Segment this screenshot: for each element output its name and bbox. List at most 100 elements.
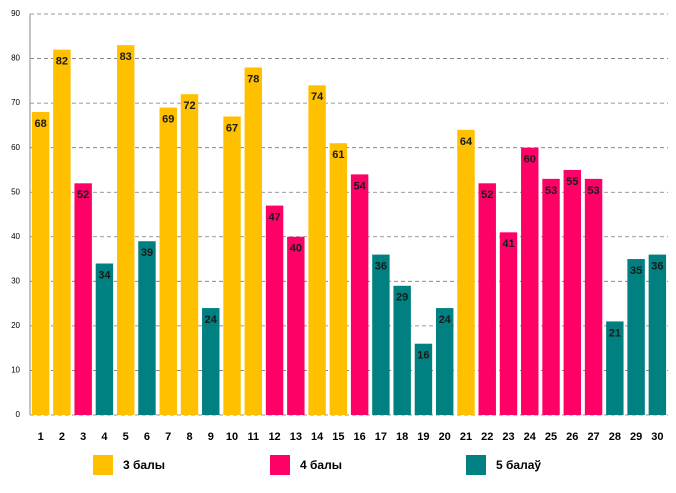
bar xyxy=(74,183,92,415)
x-tick-label: 24 xyxy=(524,431,537,443)
bar xyxy=(31,112,50,416)
x-tick-label: 4 xyxy=(101,431,108,443)
x-tick-label: 19 xyxy=(417,431,429,443)
bar xyxy=(521,147,539,415)
x-tick-label: 25 xyxy=(545,431,557,443)
x-tick-label: 14 xyxy=(311,431,324,443)
bar xyxy=(584,178,603,415)
bar xyxy=(499,232,518,415)
bar xyxy=(95,263,114,415)
bar xyxy=(542,178,560,415)
data-label: 68 xyxy=(35,118,47,130)
data-label: 54 xyxy=(354,180,367,192)
data-label: 52 xyxy=(481,189,493,201)
data-label: 47 xyxy=(268,211,280,223)
x-tick-label: 28 xyxy=(609,431,621,443)
y-tick-label: 40 xyxy=(11,232,20,241)
data-label: 64 xyxy=(460,136,473,148)
bar xyxy=(606,321,624,415)
x-tick-label: 17 xyxy=(375,431,387,443)
x-tick-label: 29 xyxy=(630,431,642,443)
bar xyxy=(223,116,241,415)
data-label: 29 xyxy=(396,292,408,304)
data-label: 34 xyxy=(98,269,111,281)
bar xyxy=(372,254,390,415)
bar xyxy=(116,45,135,415)
data-label: 82 xyxy=(56,56,68,68)
bar xyxy=(159,107,177,416)
data-label: 40 xyxy=(290,243,302,255)
legend-swatch xyxy=(93,455,113,475)
y-tick-label: 80 xyxy=(11,54,20,63)
x-tick-label: 6 xyxy=(144,431,150,443)
legend-swatch xyxy=(466,455,486,475)
bar xyxy=(350,174,369,415)
y-tick-label: 20 xyxy=(11,321,20,330)
x-tick-label: 22 xyxy=(481,431,493,443)
data-label: 52 xyxy=(77,189,89,201)
bar xyxy=(414,343,433,415)
data-label: 69 xyxy=(162,113,174,125)
bar xyxy=(627,259,645,415)
legend-swatch xyxy=(270,455,290,475)
bar xyxy=(329,143,348,415)
data-label: 36 xyxy=(651,261,663,273)
y-tick-label: 30 xyxy=(11,276,20,285)
x-tick-label: 5 xyxy=(123,431,129,443)
y-tick-label: 70 xyxy=(11,98,20,107)
bar xyxy=(180,94,199,415)
x-tick-label: 27 xyxy=(587,431,599,443)
y-tick-label: 60 xyxy=(11,143,20,152)
x-tick-label: 15 xyxy=(332,431,344,443)
data-label: 53 xyxy=(587,185,599,197)
bar xyxy=(478,183,496,415)
bar xyxy=(435,308,454,415)
bar xyxy=(53,49,71,416)
data-label: 41 xyxy=(502,238,514,250)
x-tick-label: 12 xyxy=(268,431,280,443)
y-tick-label: 0 xyxy=(16,410,21,419)
x-tick-label: 10 xyxy=(226,431,238,443)
x-tick-label: 9 xyxy=(208,431,214,443)
bar xyxy=(648,254,667,415)
x-tick-label: 26 xyxy=(566,431,578,443)
x-tick-label: 11 xyxy=(247,431,259,443)
x-tick-label: 2 xyxy=(59,431,65,443)
bar xyxy=(138,241,156,415)
x-tick-label: 21 xyxy=(460,431,472,443)
data-label: 55 xyxy=(566,176,578,188)
bar xyxy=(244,67,263,415)
bar xyxy=(287,236,305,415)
bar xyxy=(393,285,411,415)
x-tick-label: 23 xyxy=(502,431,514,443)
data-label: 21 xyxy=(609,327,621,339)
bar xyxy=(308,85,326,416)
data-label: 78 xyxy=(247,73,259,85)
legend-label: 5 балаў xyxy=(496,458,541,472)
data-label: 60 xyxy=(524,154,536,166)
data-label: 53 xyxy=(545,185,557,197)
x-tick-label: 18 xyxy=(396,431,408,443)
x-tick-label: 30 xyxy=(651,431,663,443)
data-label: 39 xyxy=(141,247,153,259)
data-label: 67 xyxy=(226,122,238,134)
data-label: 74 xyxy=(311,91,324,103)
legend-label: 3 балы xyxy=(123,458,165,472)
bar xyxy=(265,205,284,415)
bar xyxy=(202,308,220,415)
x-tick-label: 3 xyxy=(80,431,86,443)
data-label: 61 xyxy=(332,149,344,161)
data-label: 24 xyxy=(439,314,452,326)
bar xyxy=(563,169,582,415)
data-label: 35 xyxy=(630,265,642,277)
y-tick-label: 10 xyxy=(11,366,20,375)
x-tick-label: 13 xyxy=(290,431,302,443)
data-label: 24 xyxy=(205,314,218,326)
data-label: 36 xyxy=(375,261,387,273)
x-tick-label: 1 xyxy=(38,431,44,443)
x-tick-label: 16 xyxy=(354,431,366,443)
legend-label: 4 балы xyxy=(300,458,342,472)
data-label: 83 xyxy=(120,51,132,63)
x-tick-label: 20 xyxy=(439,431,451,443)
